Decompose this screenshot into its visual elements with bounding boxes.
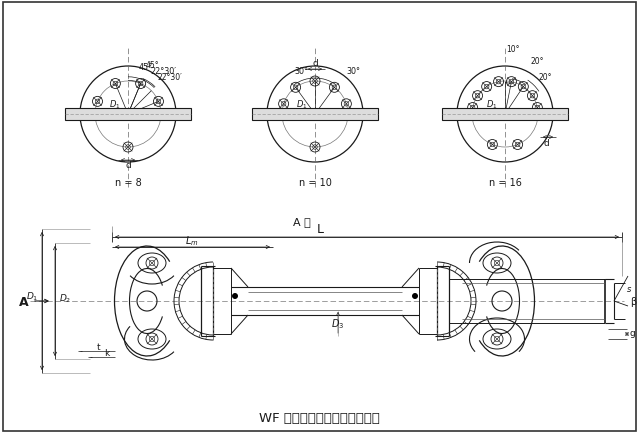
Text: 20°: 20° bbox=[530, 56, 544, 66]
Bar bbox=[252, 109, 378, 121]
Text: 10°: 10° bbox=[506, 46, 520, 54]
Text: d: d bbox=[543, 138, 549, 147]
Text: $D_2$: $D_2$ bbox=[59, 292, 71, 305]
Text: β: β bbox=[630, 296, 636, 306]
Text: g: g bbox=[629, 329, 635, 338]
Text: d: d bbox=[125, 161, 131, 170]
Text: 20°: 20° bbox=[538, 72, 551, 81]
Text: A: A bbox=[19, 295, 29, 308]
Text: 22°30′: 22°30′ bbox=[150, 67, 176, 76]
Text: n = 16: n = 16 bbox=[489, 178, 521, 187]
Text: WF 型无伸缩法兰式万向联轴器: WF 型无伸缩法兰式万向联轴器 bbox=[259, 411, 380, 424]
Text: $D_1$: $D_1$ bbox=[486, 99, 498, 111]
Text: n = 10: n = 10 bbox=[298, 178, 332, 187]
Text: $D_3$: $D_3$ bbox=[332, 316, 344, 330]
Text: $D_1$: $D_1$ bbox=[26, 290, 38, 302]
Text: A 向: A 向 bbox=[293, 217, 311, 227]
Bar bbox=[442, 109, 568, 121]
Text: 45°: 45° bbox=[145, 60, 159, 69]
Text: 22°30′: 22°30′ bbox=[158, 72, 183, 81]
Text: 30°: 30° bbox=[346, 66, 360, 76]
Circle shape bbox=[232, 293, 238, 299]
Text: $D_1$: $D_1$ bbox=[296, 99, 307, 111]
Text: $s$: $s$ bbox=[626, 285, 632, 294]
Text: n = 8: n = 8 bbox=[114, 178, 141, 187]
Text: 45°: 45° bbox=[139, 62, 153, 71]
Bar bbox=[65, 109, 191, 121]
Text: k: k bbox=[104, 349, 110, 358]
Text: d: d bbox=[312, 59, 318, 68]
Circle shape bbox=[412, 293, 418, 299]
Text: $L_m$: $L_m$ bbox=[185, 233, 199, 247]
Text: L: L bbox=[316, 223, 323, 236]
Text: t: t bbox=[97, 343, 101, 352]
Text: 30°: 30° bbox=[294, 66, 308, 76]
Text: $D_1$: $D_1$ bbox=[109, 99, 121, 111]
